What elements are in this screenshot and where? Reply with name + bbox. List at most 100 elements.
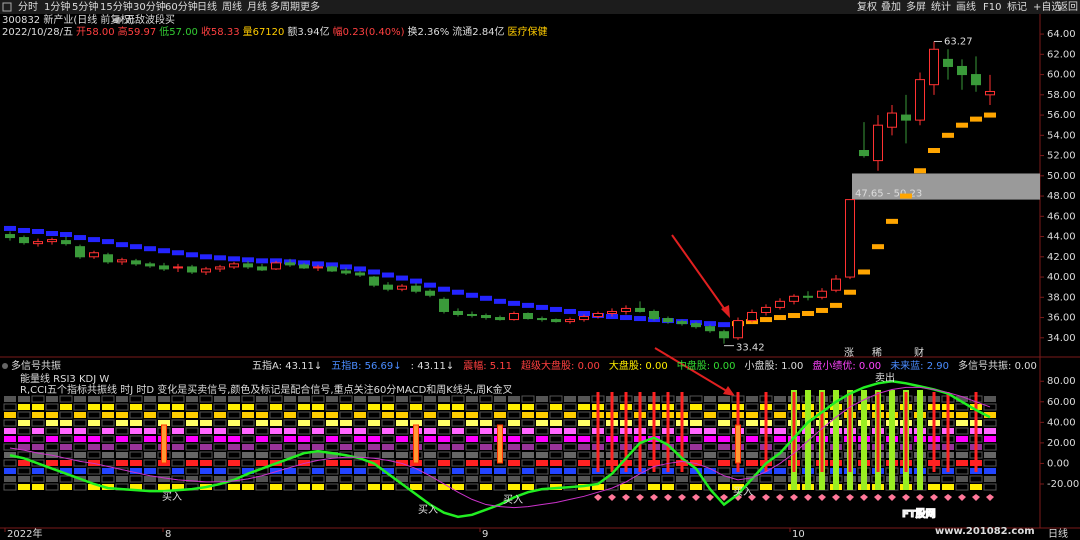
signal-cell xyxy=(410,420,422,426)
signal-cell xyxy=(298,476,310,482)
signal-cell xyxy=(550,444,562,450)
signal-cell xyxy=(564,436,576,442)
signal-cell xyxy=(73,443,87,451)
toolbar-button[interactable]: 复权 xyxy=(857,0,877,13)
band-step xyxy=(536,304,548,310)
candle-body xyxy=(719,331,729,339)
signal-cell xyxy=(144,428,156,434)
diamond xyxy=(930,494,938,501)
signal-cell xyxy=(438,444,450,450)
signal-label: 买入 xyxy=(418,504,438,516)
signal-cell xyxy=(577,451,591,459)
signal-cell xyxy=(158,396,170,402)
signal-cell xyxy=(704,436,716,442)
signal-cell xyxy=(452,468,464,474)
signal-cell xyxy=(200,468,212,474)
toolbar-tab[interactable]: 月线 xyxy=(247,0,267,13)
band-step xyxy=(354,266,366,272)
signal-cell xyxy=(578,444,590,450)
toolbar-button[interactable]: 标记 xyxy=(1007,1,1027,13)
toolbar-tab[interactable]: 60分钟 xyxy=(165,0,198,13)
toolbar-tab[interactable]: 15分钟 xyxy=(100,0,133,13)
band-step xyxy=(228,256,240,262)
band-step xyxy=(326,262,338,268)
candle-body xyxy=(845,199,855,278)
menu-icon[interactable] xyxy=(2,2,12,12)
toolbar-button[interactable]: +自选 xyxy=(1033,0,1061,13)
signal-cell xyxy=(130,484,142,490)
red-arrowhead xyxy=(723,386,735,396)
signal-cell xyxy=(102,428,114,434)
indicator-note: 能量线 RSI3 KDJ W xyxy=(20,372,109,385)
signal-cell xyxy=(717,427,731,435)
signal-cell xyxy=(340,428,352,434)
date-label: 8 xyxy=(165,529,171,540)
signal-cell xyxy=(171,395,185,403)
toolbar-button[interactable]: 画线 xyxy=(956,0,976,13)
period-label: 日线 xyxy=(1048,527,1068,540)
signal-cell xyxy=(4,476,16,482)
toolbar-tab[interactable]: 周线 xyxy=(222,0,242,13)
signal-cell xyxy=(59,435,73,443)
toolbar-button[interactable]: 返回 xyxy=(1058,1,1078,13)
signal-cell xyxy=(550,460,562,466)
red-signal-bar xyxy=(904,392,908,472)
signal-cell xyxy=(186,460,198,466)
signal-cell xyxy=(144,436,156,442)
toolbar-tab[interactable]: 多周期 xyxy=(270,0,300,13)
y-tick-label: 60.00 xyxy=(1047,70,1076,81)
signal-cell xyxy=(214,436,226,442)
signal-cell xyxy=(774,468,786,474)
signal-cell xyxy=(382,444,394,450)
y-tick-label: 42.00 xyxy=(1047,252,1076,263)
signal-cell xyxy=(564,468,576,474)
candle-body xyxy=(47,239,57,243)
candle-body xyxy=(117,259,127,263)
toolbar-button[interactable]: 叠加 xyxy=(881,1,901,13)
signal-cell xyxy=(199,395,213,403)
signal-cell xyxy=(242,404,254,410)
event-badge: 稀 xyxy=(872,346,882,359)
toolbar-button[interactable]: 统计 xyxy=(931,0,951,13)
signal-cell xyxy=(521,419,535,427)
signal-cell xyxy=(704,452,716,458)
toolbar-tab[interactable]: 1分钟 xyxy=(44,0,70,13)
toolbar-button[interactable]: F10 xyxy=(983,2,1001,13)
band-step xyxy=(368,269,380,275)
candle-body xyxy=(929,48,939,86)
signal-cell xyxy=(494,412,506,418)
band-step xyxy=(340,264,352,270)
signal-cell xyxy=(74,396,86,402)
signal-cell xyxy=(704,396,716,402)
toolbar-tab[interactable]: 5分钟 xyxy=(72,0,98,13)
signal-cell xyxy=(395,403,409,411)
signal-cell xyxy=(983,419,997,427)
toolbar-tab[interactable]: 更多 xyxy=(300,0,320,13)
signal-cell xyxy=(116,460,128,466)
toolbar-tab[interactable]: 分时 xyxy=(18,1,38,13)
toolbar-button[interactable]: 多屏 xyxy=(906,0,926,13)
signal-cell xyxy=(382,452,394,458)
band-step xyxy=(172,250,184,256)
signal-cell xyxy=(17,411,31,419)
signal-cell xyxy=(410,404,422,410)
candle-body xyxy=(187,266,197,273)
signal-cell xyxy=(773,459,787,467)
signal-cell xyxy=(508,396,520,402)
signal-cell xyxy=(340,444,352,450)
red-signal-bar xyxy=(666,392,670,472)
signal-cell xyxy=(928,484,940,490)
signal-cell xyxy=(228,460,240,466)
signal-cell xyxy=(437,411,451,419)
signal-cell xyxy=(759,475,773,483)
toolbar-tab[interactable]: 日线 xyxy=(197,0,217,13)
signal-cell xyxy=(270,468,282,474)
signal-cell xyxy=(3,459,17,467)
signal-cell xyxy=(214,476,226,482)
signal-cell xyxy=(172,412,184,418)
toolbar-tab[interactable]: 30分钟 xyxy=(133,0,166,13)
signal-cell xyxy=(479,475,493,483)
red-signal-bar xyxy=(932,392,936,472)
candle-body xyxy=(257,266,267,271)
signal-cell xyxy=(157,467,171,475)
